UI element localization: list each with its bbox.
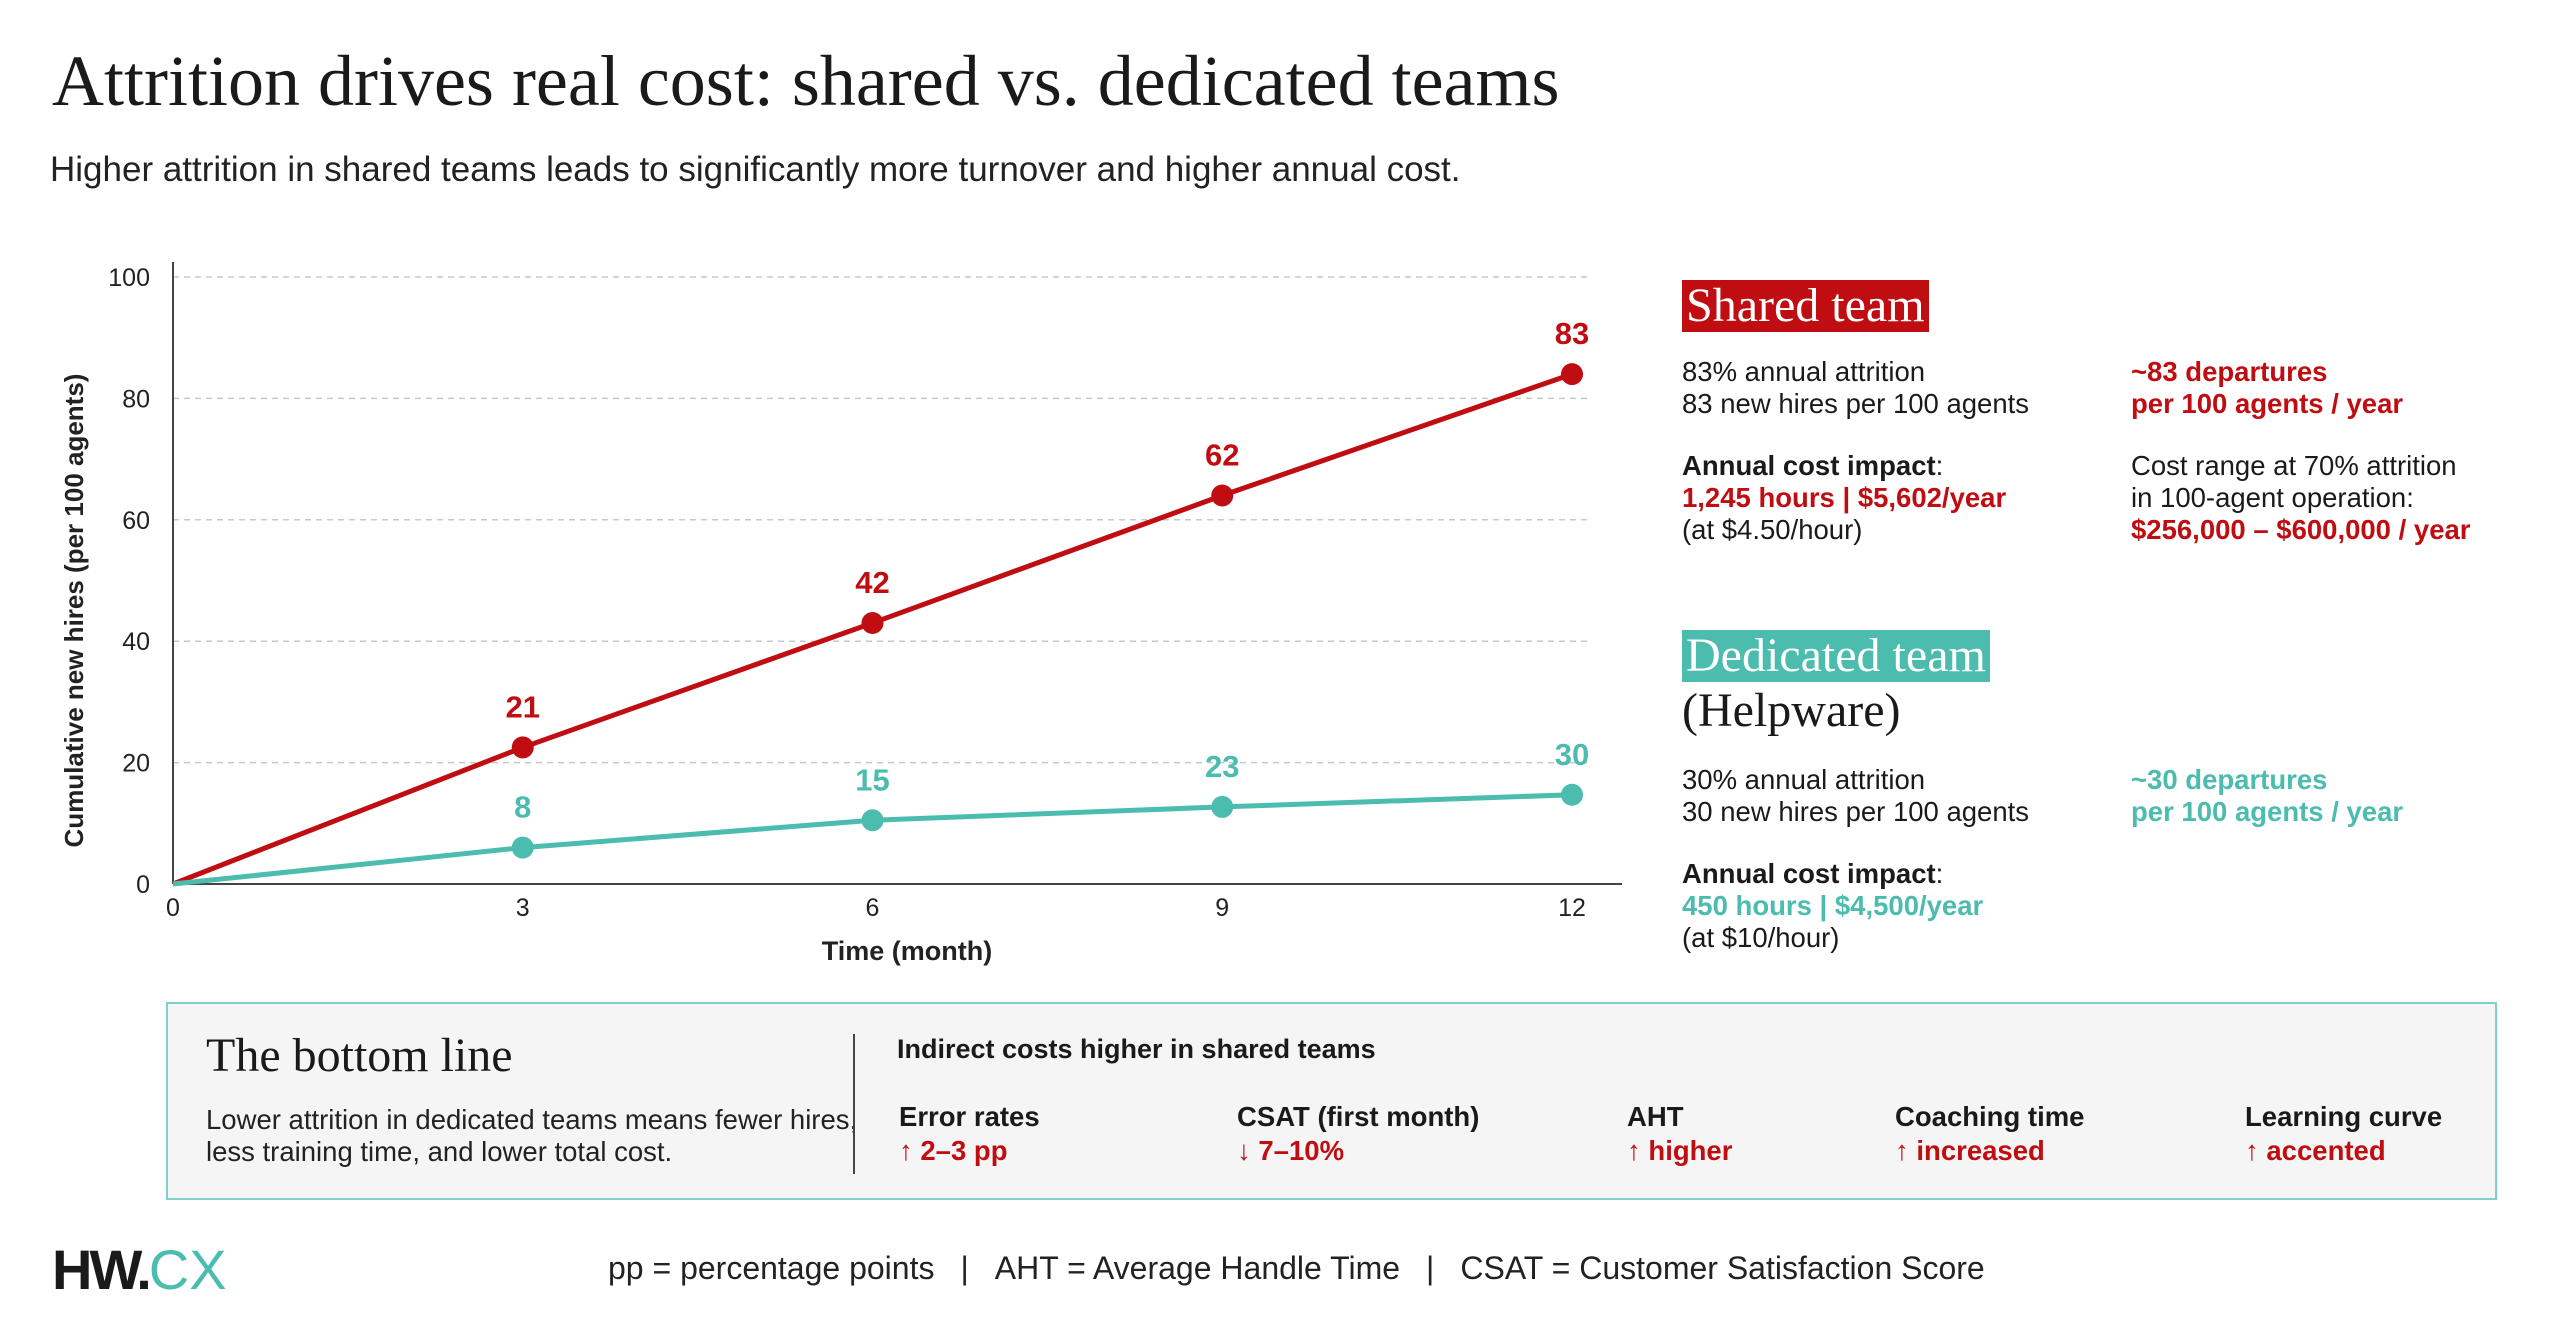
shared-range-line2: in 100-agent operation: — [2131, 482, 2414, 513]
data-label: 30 — [1555, 737, 1589, 772]
shared-impact-label: Annual cost impact — [1682, 450, 1936, 481]
metric-value: ↑ higher — [1627, 1135, 1733, 1166]
bottom-divider — [853, 1034, 855, 1174]
data-point — [1211, 795, 1234, 818]
hwcx-logo: HW.CX — [52, 1240, 227, 1300]
data-point — [861, 809, 884, 832]
dedicated-departures-line2: per 100 agents / year — [2131, 796, 2404, 827]
series-lines — [172, 363, 1583, 887]
dedicated-stats: 30% annual attrition 30 new hires per 10… — [1682, 764, 2029, 828]
series-line-dedicated — [172, 792, 1573, 887]
shared-departures-line2: per 100 agents / year — [2131, 388, 2404, 419]
metric-csat: CSAT (first month) ↓ 7–10% — [1237, 1100, 1479, 1168]
dedicated-cost-impact: Annual cost impact: 450 hours | $4,500/y… — [1682, 858, 1983, 954]
shared-impact-value: 1,245 hours | $5,602/year — [1682, 482, 2007, 513]
page-title: Attrition drives real cost: shared vs. d… — [52, 41, 1560, 121]
data-point — [1211, 484, 1234, 507]
metric-error-rates: Error rates ↑ 2–3 pp — [899, 1100, 1040, 1168]
dedicated-team-heading: Dedicated team — [1682, 630, 1990, 682]
data-label: 83 — [1555, 316, 1589, 351]
y-axis-title: Cumulative new hires (per 100 agents) — [59, 374, 89, 848]
metric-value: ↑ increased — [1895, 1135, 2045, 1166]
bottom-line-description: Lower attrition in dedicated teams means… — [206, 1104, 858, 1167]
shared-cost-impact: Annual cost impact: 1,245 hours | $5,602… — [1682, 450, 2006, 546]
dedicated-team-panel: Dedicated team (Helpware) — [1682, 630, 1990, 740]
y-tick-label: 40 — [122, 628, 150, 656]
data-label: 42 — [855, 565, 889, 600]
x-tick-label: 9 — [1215, 894, 1229, 922]
bottom-line-box: The bottom line Lower attrition in dedic… — [166, 1002, 2497, 1200]
metric-label: Learning curve — [2245, 1101, 2443, 1132]
metric-label: CSAT (first month) — [1237, 1101, 1480, 1132]
metric-label: Coaching time — [1895, 1101, 2085, 1132]
shared-impact-colon: : — [1935, 450, 1944, 481]
shared-cost-range: Cost range at 70% attrition in 100-agent… — [2131, 450, 2470, 546]
grid-lines — [173, 276, 1590, 764]
x-tick-label: 3 — [516, 894, 530, 922]
footnote-separator: | — [960, 1250, 969, 1286]
data-point — [511, 736, 534, 759]
logo-part-cx: CX — [148, 1238, 227, 1301]
data-label: 62 — [1205, 438, 1239, 473]
data-point — [511, 836, 534, 859]
data-label: 21 — [506, 689, 540, 724]
shared-team-heading: Shared team — [1682, 280, 1929, 332]
data-point — [1561, 363, 1583, 386]
footnote-pp: pp = percentage points — [608, 1250, 935, 1286]
y-tick-label: 0 — [136, 871, 150, 899]
dedicated-impact-colon: : — [1935, 858, 1944, 889]
shared-departures: ~83 departures per 100 agents / year — [2131, 356, 2403, 420]
x-tick-label: 12 — [1558, 894, 1586, 922]
axes: 0 20 40 60 80 100 0 3 6 9 12 Time (month) Cumulative… — [59, 262, 1622, 966]
data-label: 8 — [514, 790, 531, 825]
shared-range-line1: Cost range at 70% attrition — [2131, 450, 2457, 481]
page-subtitle: Higher attrition in shared teams leads t… — [50, 150, 1461, 189]
shared-impact-rate: (at $4.50/hour) — [1682, 514, 1863, 545]
footnote-separator: | — [1426, 1250, 1435, 1286]
dedicated-departures-line1: ~30 departures — [2131, 764, 2328, 795]
shared-stats: 83% annual attrition 83 new hires per 10… — [1682, 356, 2029, 420]
footnote: pp = percentage points | AHT = Average Han… — [608, 1248, 1985, 1288]
dedicated-attrition: 30% annual attrition — [1682, 764, 1926, 795]
metric-coaching-time: Coaching time ↑ increased — [1895, 1100, 2084, 1168]
metric-label: AHT — [1627, 1101, 1684, 1132]
bottom-line-heading: The bottom line — [206, 1029, 513, 1082]
dedicated-departures: ~30 departures per 100 agents / year — [2131, 764, 2403, 828]
data-label: 15 — [855, 762, 889, 797]
data-label: 23 — [1205, 749, 1239, 784]
dedicated-impact-label: Annual cost impact — [1682, 858, 1936, 889]
metric-aht: AHT ↑ higher — [1627, 1100, 1732, 1168]
data-labels: 21 42 62 83 8 15 23 30 — [506, 316, 1590, 824]
metric-label: Error rates — [899, 1101, 1040, 1132]
shared-new-hires: 83 new hires per 100 agents — [1682, 388, 2030, 419]
indirect-costs-title: Indirect costs higher in shared teams — [897, 1034, 1376, 1064]
data-point — [861, 611, 884, 634]
metric-value: ↑ 2–3 pp — [899, 1135, 1008, 1166]
dedicated-new-hires: 30 new hires per 100 agents — [1682, 796, 2030, 827]
x-tick-label: 6 — [866, 894, 880, 922]
y-tick-label: 100 — [108, 264, 150, 292]
metric-value: ↓ 7–10% — [1237, 1135, 1345, 1166]
dedicated-impact-rate: (at $10/hour) — [1682, 922, 1840, 953]
metric-learning-curve: Learning curve ↑ accented — [2245, 1100, 2442, 1168]
y-tick-label: 60 — [122, 507, 150, 535]
metric-value: ↑ accented — [2245, 1135, 2386, 1166]
footnote-csat: CSAT = Customer Satisfaction Score — [1460, 1250, 1985, 1286]
shared-departures-line1: ~83 departures — [2131, 356, 2328, 387]
x-axis-title: Time (month) — [822, 936, 993, 966]
logo-part-hw: HW. — [52, 1238, 152, 1301]
y-tick-label: 80 — [122, 385, 150, 413]
dedicated-team-subheading: (Helpware) — [1682, 684, 1901, 737]
dedicated-impact-value: 450 hours | $4,500/year — [1682, 890, 1984, 921]
x-tick-label: 0 — [166, 894, 180, 922]
line-chart: 0 20 40 60 80 100 0 3 6 9 12 Time (month) Cumulative… — [59, 262, 1622, 966]
y-tick-label: 20 — [122, 750, 150, 778]
shared-range-value: $256,000 – $600,000 / year — [2131, 514, 2471, 545]
shared-team-panel: Shared team — [1682, 280, 1929, 332]
data-point — [1561, 783, 1583, 806]
shared-attrition: 83% annual attrition — [1682, 356, 1926, 387]
footnote-aht: AHT = Average Handle Time — [994, 1250, 1401, 1286]
